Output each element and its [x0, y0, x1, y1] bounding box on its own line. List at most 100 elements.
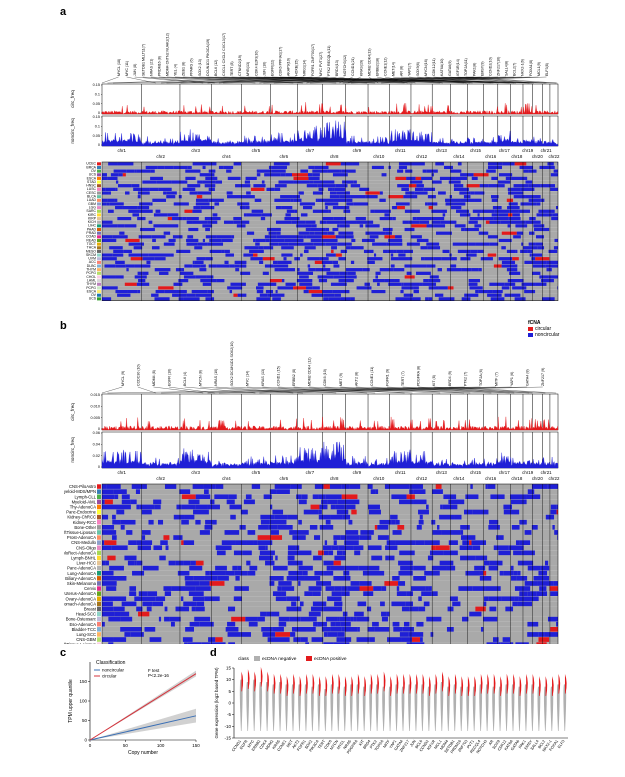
heatmap-segment — [314, 260, 322, 264]
gene-label: PPARG (6) — [190, 58, 194, 76]
heatmap-segment — [449, 596, 458, 602]
heatmap-segment — [489, 282, 505, 286]
heatmap-segment — [156, 180, 172, 184]
heatmap-segment — [388, 195, 404, 199]
heatmap-segment — [128, 253, 143, 257]
heatmap-segment — [112, 514, 116, 520]
chromosome-label: chr2 — [156, 154, 165, 159]
d-violin-negative — [485, 684, 489, 731]
heatmap-segment — [416, 621, 424, 627]
heatmap-segment — [522, 540, 531, 545]
d-x-tick-label: MYCN — [329, 739, 339, 751]
heatmap-segment — [160, 540, 168, 545]
heatmap-segment — [323, 632, 328, 637]
heatmap-segment — [199, 621, 214, 627]
d-violin-negative — [291, 684, 295, 731]
heatmap-row-label: THYM — [86, 282, 96, 286]
heatmap-row-color — [97, 260, 101, 264]
heatmap-segment — [163, 253, 171, 257]
heatmap-segment — [113, 489, 127, 494]
heatmap-segment — [371, 289, 386, 294]
heatmap-segment — [343, 209, 351, 213]
d-violin-positive — [474, 676, 477, 696]
track1-tick-label: 0.010 — [90, 405, 100, 409]
heatmap-segment — [550, 187, 558, 191]
heatmap-segment — [516, 576, 528, 581]
heatmap-segment — [207, 220, 218, 224]
heatmap-row-bg — [102, 224, 558, 228]
heatmap-segment — [242, 195, 255, 199]
heatmap-segment — [200, 279, 217, 283]
gene-label: MYC (14) — [245, 371, 249, 386]
heatmap-segment — [398, 257, 409, 261]
heatmap-segment — [492, 206, 499, 210]
d-x-tick-label: CDK4 — [259, 739, 268, 750]
c-x-tick-label: 100 — [157, 743, 165, 748]
heatmap-segment — [322, 275, 334, 279]
d-y-tick-label: 5 — [228, 689, 231, 694]
d-violin-negative — [375, 684, 379, 731]
heatmap-segment — [234, 570, 248, 576]
panel-b-legend: fCNA circular noncircular — [528, 320, 559, 338]
heatmap-segment — [385, 545, 398, 551]
heatmap-segment — [350, 260, 355, 264]
gene-label: ERBB2 (8) — [292, 369, 296, 386]
heatmap-segment — [139, 209, 153, 213]
heatmap-segment — [506, 249, 516, 254]
heatmap-segment — [114, 494, 119, 500]
chromosome-label: chr8 — [330, 476, 339, 481]
heatmap-row-color — [97, 191, 101, 195]
heatmap-segment — [381, 616, 388, 622]
heatmap-segment — [510, 499, 527, 505]
heatmap-segment — [188, 591, 204, 596]
heatmap-segment — [181, 494, 196, 500]
heatmap-segment — [122, 173, 126, 177]
heatmap-segment — [191, 289, 208, 294]
heatmap-row-label: PCPG — [86, 271, 96, 275]
heatmap-segment — [298, 565, 313, 571]
heatmap-segment — [475, 242, 490, 246]
heatmap-segment — [317, 621, 327, 627]
heatmap-segment — [281, 279, 285, 283]
heatmap-segment — [411, 637, 421, 642]
heatmap-segment — [548, 275, 558, 279]
heatmap-segment — [287, 235, 304, 239]
heatmap-segment — [515, 224, 528, 228]
heatmap-row-bg — [102, 172, 558, 177]
heatmap-segment — [457, 162, 462, 166]
heatmap-row-color — [97, 560, 101, 566]
heatmap-segment — [284, 162, 290, 166]
heatmap-segment — [144, 627, 156, 632]
heatmap-segment — [425, 202, 428, 206]
heatmap-segment — [344, 627, 358, 632]
track1-tick-label: 0.05 — [93, 102, 100, 106]
heatmap-segment — [248, 621, 258, 627]
d-violin-positive — [429, 676, 431, 696]
heatmap-segment — [428, 279, 441, 283]
heatmap-segment — [124, 632, 131, 637]
heatmap-segment — [527, 565, 541, 571]
heatmap-segment — [511, 576, 517, 581]
heatmap-segment — [469, 216, 483, 221]
d-x-tick-label: MDM2 — [265, 739, 275, 750]
heatmap-row-label: CNS-Medullo — [71, 540, 97, 545]
heatmap-segment — [255, 238, 266, 243]
c-line-noncircular — [89, 715, 197, 741]
heatmap-row-label: GBM — [88, 202, 96, 206]
heatmap-row-color — [97, 224, 101, 228]
heatmap-segment — [223, 220, 234, 224]
heatmap-segment — [154, 297, 170, 301]
heatmap-segment — [312, 601, 327, 607]
heatmap-segment — [221, 249, 225, 254]
heatmap-segment — [318, 279, 328, 283]
gene-label: TERT (8) — [230, 61, 234, 76]
heatmap-segment — [192, 264, 201, 268]
d-violin-positive — [254, 671, 257, 692]
d-violin-negative — [408, 684, 411, 731]
gene-connector — [200, 386, 294, 394]
heatmap-segment — [195, 494, 211, 500]
heatmap-segment — [227, 286, 243, 290]
heatmap-segment — [374, 209, 391, 213]
heatmap-segment — [261, 213, 272, 217]
heatmap-segment — [386, 611, 390, 617]
